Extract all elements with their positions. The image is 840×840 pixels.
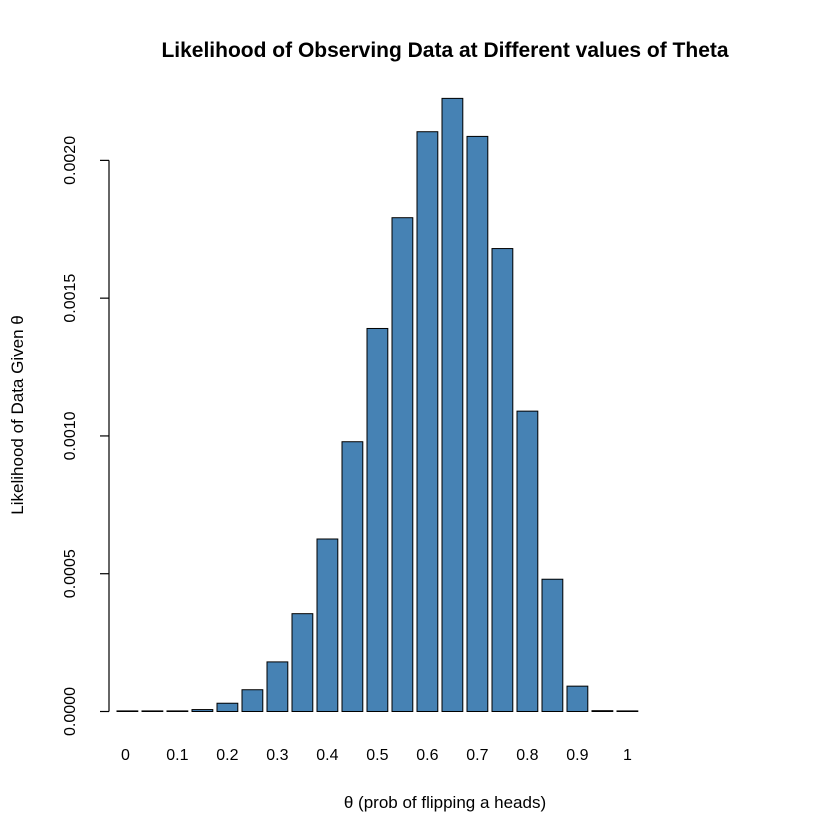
bar-series xyxy=(116,97,639,713)
bar xyxy=(216,702,239,712)
bar xyxy=(141,710,164,713)
x-tick-label: 0.6 xyxy=(416,747,438,764)
bar xyxy=(166,710,189,713)
y-axis-label: Likelihood of Data Given θ xyxy=(8,315,27,514)
bar xyxy=(341,441,364,712)
bar xyxy=(316,538,339,712)
x-tick-labels: 0 0.1 0.2 0.3 0.4 0.5 0.6 0.7 0.8 0.9 1 xyxy=(121,747,632,764)
x-tick-label: 1 xyxy=(623,747,632,764)
y-tick-label: 0.0015 xyxy=(62,274,79,323)
x-tick-label: 0.9 xyxy=(566,747,588,764)
bar xyxy=(416,131,439,712)
x-tick-label: 0.2 xyxy=(216,747,238,764)
bar xyxy=(516,410,539,712)
bar xyxy=(591,710,614,713)
bar xyxy=(566,685,589,713)
bar xyxy=(391,217,414,712)
bar xyxy=(266,661,289,713)
y-tick-label: 0.0020 xyxy=(62,136,79,185)
bar xyxy=(441,97,464,712)
y-tick-label: 0.0005 xyxy=(62,549,79,598)
bar xyxy=(616,710,639,713)
bar xyxy=(291,613,314,713)
bar xyxy=(466,135,489,712)
bar xyxy=(241,689,264,712)
y-tick-label: 0.0000 xyxy=(62,687,79,736)
bar xyxy=(191,709,214,713)
y-axis: 0.0000 0.0005 0.0010 0.0015 0.0020 xyxy=(62,136,110,736)
x-tick-label: 0.1 xyxy=(166,747,188,764)
bar xyxy=(116,710,139,713)
x-tick-label: 0.7 xyxy=(466,747,488,764)
chart-title: Likelihood of Observing Data at Differen… xyxy=(161,39,728,62)
y-tick-label: 0.0010 xyxy=(62,411,79,460)
bar xyxy=(366,327,389,712)
x-tick-label: 0.8 xyxy=(516,747,538,764)
x-tick-label: 0.4 xyxy=(316,747,338,764)
bar xyxy=(541,578,564,713)
x-tick-label: 0 xyxy=(121,747,130,764)
x-tick-label: 0.5 xyxy=(366,747,388,764)
x-axis-label: θ (prob of flipping a heads) xyxy=(344,793,546,812)
x-tick-label: 0.3 xyxy=(266,747,288,764)
bar xyxy=(491,248,514,712)
